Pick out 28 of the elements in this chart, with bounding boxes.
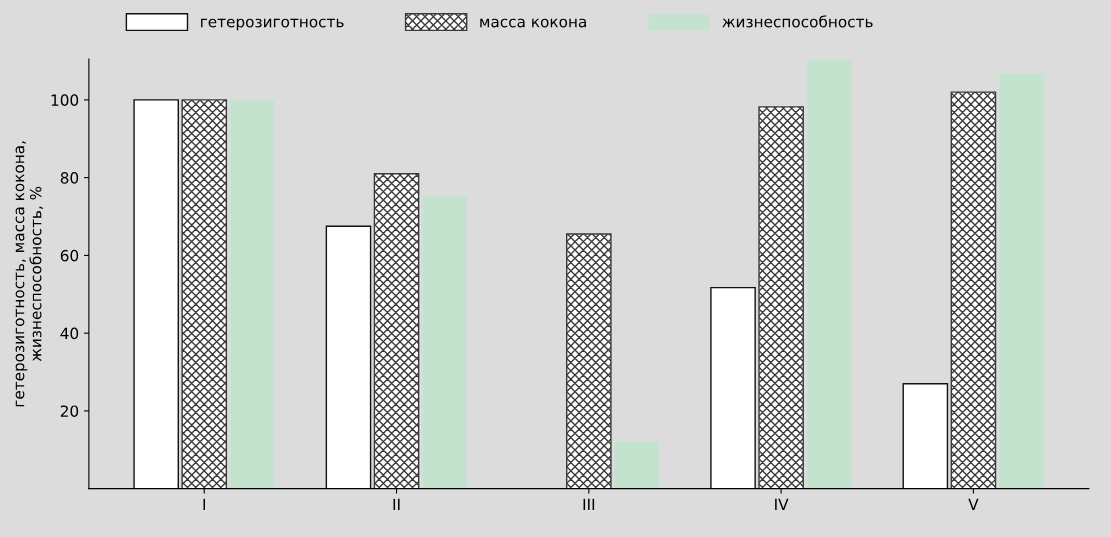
x-tick-label: I [203,498,206,510]
x-tick-label: III [583,498,595,510]
x-tick-label: IV [775,498,789,510]
x-tick-label: II [393,498,400,510]
y-tick-label: 60 [60,249,79,262]
bar [181,99,228,489]
bar [710,286,756,489]
bar [325,225,372,489]
legend-label: жизнеспособность [722,15,873,28]
y-axis-title: гетерозиготность, масса кокона, жизнеспособность, % [15,141,44,407]
bar [133,99,179,489]
bar [422,195,467,489]
bar [807,59,852,489]
y-tick-label: 20 [60,405,79,417]
bar [230,99,275,489]
bar [950,91,997,489]
bar [566,233,612,489]
x-tick-label: V [968,498,979,510]
y-tick-label: 40 [60,327,79,340]
legend-label: гетерозиготность [201,18,344,31]
legend-label: масса кокона [480,18,586,28]
bar [999,73,1044,489]
y-tick-label: 80 [60,172,79,184]
bar [373,173,420,489]
bar [758,106,804,489]
bar [614,442,660,489]
bar [902,383,949,489]
y-tick-label: 100 [51,94,79,106]
